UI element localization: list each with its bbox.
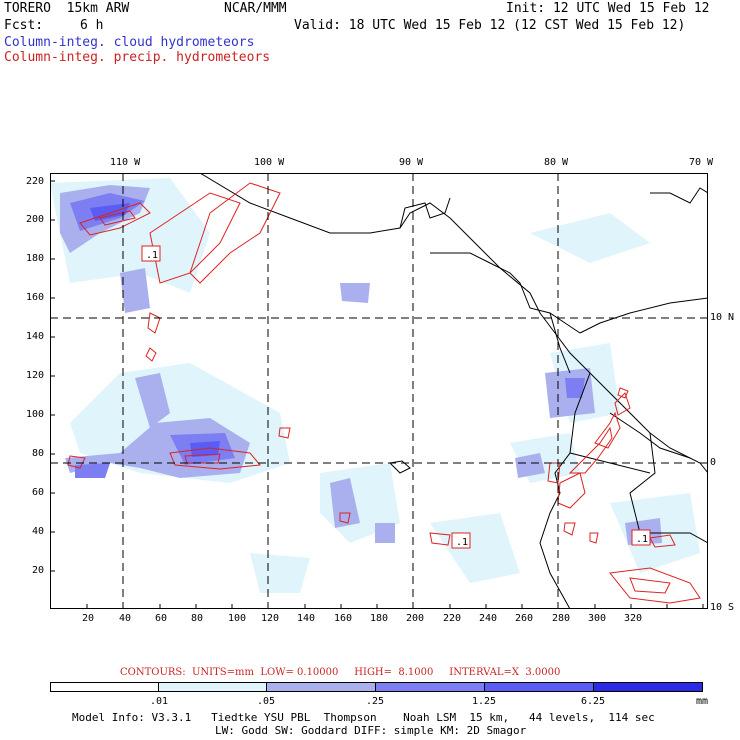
x-tick-label: 180	[370, 613, 389, 624]
precip-contours	[67, 182, 701, 604]
graticule	[50, 173, 708, 609]
colorbar-label: 6.25	[581, 696, 606, 707]
y-tick-label: 20	[32, 565, 45, 576]
lat-label-10n: 10 N	[710, 312, 735, 323]
lon-label-80w: 80 W	[544, 157, 569, 168]
x-tick-label: 300	[588, 613, 607, 624]
colorbar-bin-4	[375, 682, 485, 692]
svg-text:.1: .1	[636, 534, 648, 545]
x-tick-label: 40	[119, 613, 132, 624]
y-tick-label: 120	[26, 370, 45, 381]
init-time: Init: 12 UTC Wed 15 Feb 12	[506, 1, 710, 16]
lat-label-10s: 10 S	[710, 602, 735, 613]
x-tick-label: 280	[552, 613, 571, 624]
x-tick-label: 120	[261, 613, 280, 624]
lon-label-70w: 70 W	[689, 157, 714, 168]
y-tick-label: 180	[26, 253, 45, 264]
y-tick-label: 220	[26, 176, 45, 187]
colorbar-label: .25	[366, 696, 385, 707]
x-tick-label: 260	[515, 613, 534, 624]
colorbar-bin-5	[484, 682, 594, 692]
x-tick-label: 100	[228, 613, 247, 624]
svg-text:.1: .1	[146, 250, 158, 261]
lon-label-100w: 100 W	[254, 157, 285, 168]
model-info-line2: LW: Godd SW: Goddard DIFF: simple KM: 2D…	[215, 724, 527, 737]
lon-label-90w: 90 W	[399, 157, 424, 168]
colorbar-bin-2	[158, 682, 267, 692]
forecast-label: Fcst:	[4, 18, 44, 33]
colorbar-bin-1	[50, 682, 159, 692]
x-tick-label: 80	[191, 613, 204, 624]
contour-label-3: .1	[631, 529, 651, 546]
model-info-line1: Model Info: V3.3.1 Tiedtke YSU PBL Thomp…	[72, 711, 655, 724]
colorbar-bin-6	[593, 682, 703, 692]
y-tick-label: 100	[26, 409, 45, 420]
y-tick-label: 140	[26, 331, 45, 342]
x-tick-label: 20	[82, 613, 95, 624]
contour-label-2: .1	[451, 532, 471, 549]
svg-text:.1: .1	[456, 537, 468, 548]
x-tick-label: 140	[297, 613, 316, 624]
coastline-borders	[199, 173, 708, 609]
x-tick-label: 60	[155, 613, 168, 624]
map-panel: .1 .1 .1	[50, 173, 708, 609]
colorbar-label: 1.25	[472, 696, 497, 707]
x-tick-label: 220	[443, 613, 462, 624]
cloud-shading	[50, 178, 700, 593]
organization: NCAR/MMM	[224, 1, 287, 16]
forecast-hours: 6 h	[80, 18, 104, 33]
contours-info: CONTOURS: UNITS=mm LOW= 0.10000 HIGH= 8.…	[120, 667, 561, 678]
lat-label-eq: 0	[710, 457, 717, 468]
x-tick-label: 240	[479, 613, 498, 624]
valid-time: Valid: 18 UTC Wed 15 Feb 12 (12 CST Wed …	[294, 18, 686, 33]
y-tick-label: 200	[26, 214, 45, 225]
colorbar-units: mm	[696, 696, 709, 707]
y-tick-label: 80	[32, 448, 45, 459]
map-frame	[50, 173, 708, 609]
colorbar-label: .05	[257, 696, 276, 707]
colorbar-label: .01	[150, 696, 169, 707]
x-tick-label: 160	[334, 613, 353, 624]
legend-precip: Column-integ. precip. hydrometeors	[4, 50, 271, 65]
legend-cloud: Column-integ. cloud hydrometeors	[4, 35, 255, 50]
y-tick-label: 40	[32, 526, 45, 537]
y-tick-label: 160	[26, 292, 45, 303]
x-tick-label: 320	[624, 613, 643, 624]
colorbar-bin-3	[266, 682, 376, 692]
lon-label-110w: 110 W	[110, 157, 141, 168]
x-tick-label: 200	[406, 613, 425, 624]
y-tick-label: 60	[32, 487, 45, 498]
model-title: TORERO 15km ARW	[4, 1, 130, 16]
contour-label-1: .1	[141, 245, 161, 262]
